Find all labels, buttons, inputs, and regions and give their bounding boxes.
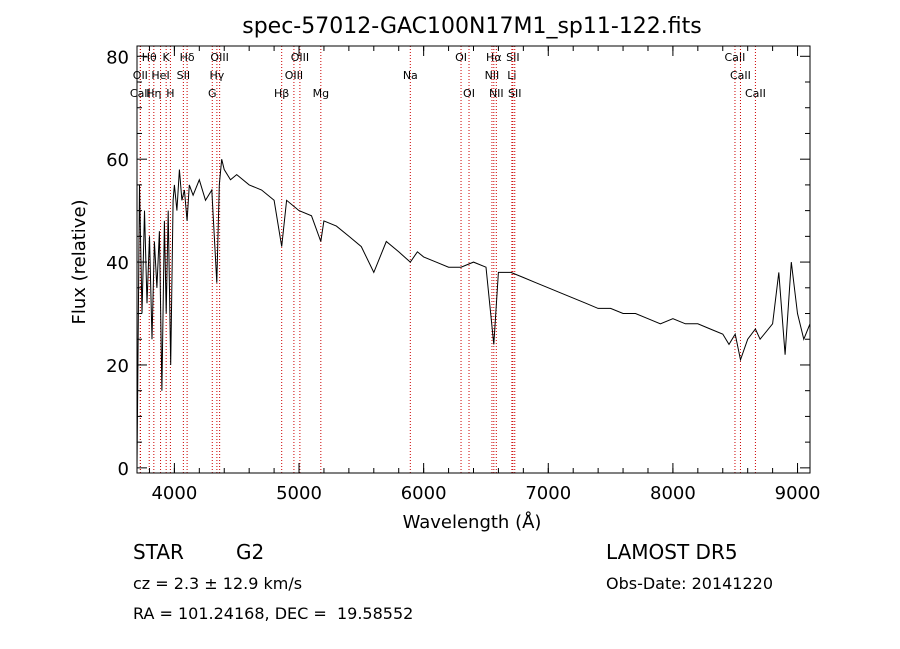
line-label-7: SII xyxy=(177,69,190,82)
line-label-15: Mg xyxy=(313,87,329,100)
x-tick-label: 9000 xyxy=(775,483,821,504)
y-tick-label: 0 xyxy=(118,459,129,480)
line-label-17: OI xyxy=(455,51,467,64)
coordinates-text: RA = 101.24168, DEC = 19.58552 xyxy=(133,604,413,623)
line-label-9: G xyxy=(208,87,217,100)
line-label-4: HeI xyxy=(151,69,169,82)
line-label-23: SII xyxy=(506,51,519,64)
plot-frame xyxy=(137,46,810,473)
object-subclass: G2 xyxy=(236,540,264,564)
y-tick-label: 20 xyxy=(106,356,129,377)
x-tick-label: 8000 xyxy=(650,483,696,504)
line-label-27: CaII xyxy=(745,87,766,100)
y-tick-label: 40 xyxy=(106,253,129,274)
line-label-12: Hβ xyxy=(274,87,289,100)
line-label-14: OIII xyxy=(291,51,309,64)
x-tick-label: 7000 xyxy=(525,483,571,504)
line-label-5: K xyxy=(163,51,171,64)
obs-date-text: Obs-Date: 20141220 xyxy=(606,574,773,593)
x-tick-label: 4000 xyxy=(151,483,197,504)
y-tick-label: 60 xyxy=(106,150,129,171)
line-label-2: Hθ xyxy=(142,51,157,64)
line-label-16: Na xyxy=(403,69,418,82)
chart-title: spec-57012-GAC100N17M1_sp11-122.fits xyxy=(242,14,702,39)
line-label-20: Hα xyxy=(486,51,502,64)
line-label-21: NII xyxy=(489,87,504,100)
line-label-10: Hγ xyxy=(209,69,224,82)
x-axis-label: Wavelength (Å) xyxy=(403,511,542,533)
axis-ticks: 4000 5000 6000 7000 8000 9000 0 20 40 60 80 xyxy=(106,46,820,504)
line-label-11: OIII xyxy=(210,51,228,64)
line-label-6: H xyxy=(166,87,174,100)
line-label-25: CaII xyxy=(725,51,746,64)
line-label-8: Hδ xyxy=(180,51,195,64)
line-label-26: CaII xyxy=(730,69,751,82)
survey-label: LAMOST DR5 xyxy=(606,540,738,564)
redshift-text: cz = 2.3 ± 12.9 km/s xyxy=(133,574,302,593)
line-label-18: OI xyxy=(463,87,475,100)
y-tick-label: 80 xyxy=(106,47,129,68)
object-class: STAR xyxy=(133,540,184,564)
spectrum-line xyxy=(137,159,810,468)
spectral-line-markers: OIICaIIHθHηHeIKHSIIHδGHγOIIIHβOIIIOIIIMg… xyxy=(130,46,766,473)
line-label-19: NII xyxy=(485,69,500,82)
line-label-3: Hη xyxy=(146,87,161,100)
y-axis-label: Flux (relative) xyxy=(69,199,90,324)
x-tick-label: 5000 xyxy=(276,483,322,504)
line-label-24: SII xyxy=(508,87,521,100)
x-tick-label: 6000 xyxy=(401,483,447,504)
